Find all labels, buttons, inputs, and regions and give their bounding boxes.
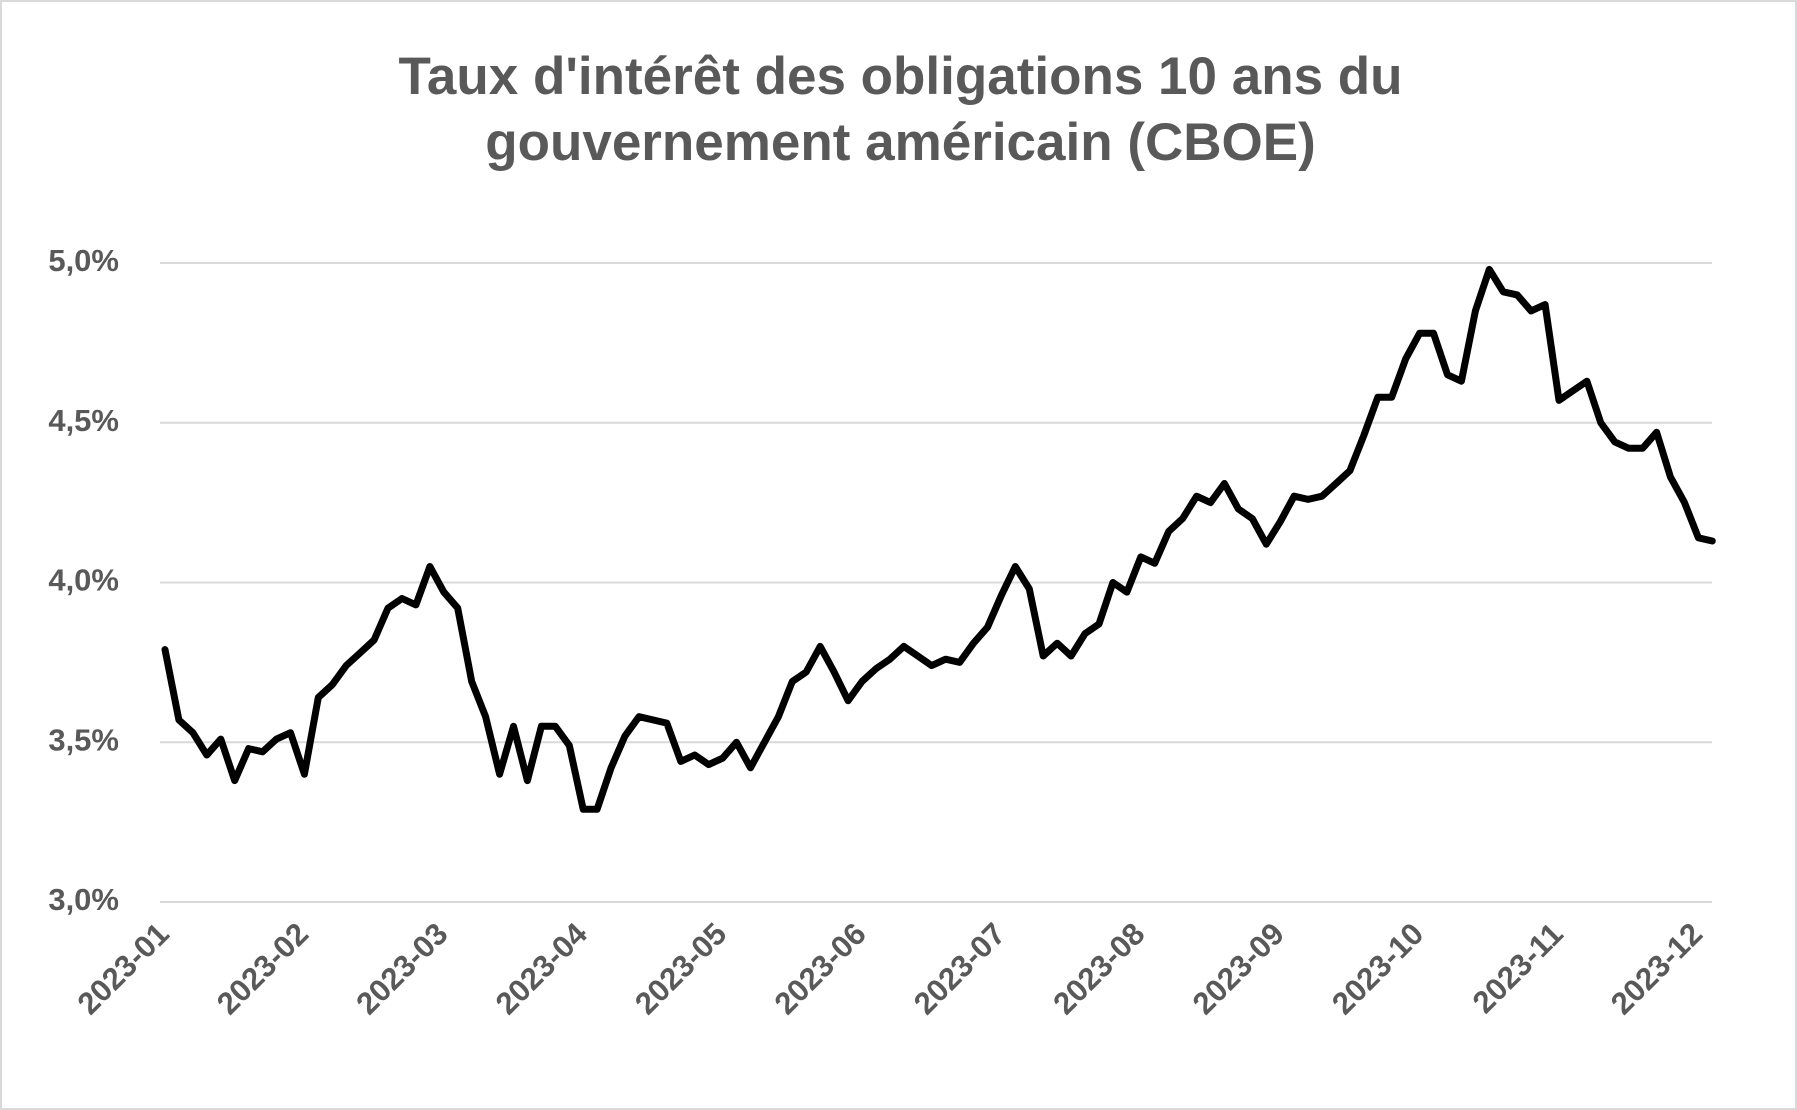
y-tick-label: 4,5% <box>48 403 119 438</box>
x-tick-label: 2023-11 <box>1466 916 1570 1020</box>
chart-title-box: Taux d'intérêt des obligations 10 ans du… <box>2 44 1795 176</box>
y-tick-label: 3,0% <box>48 882 119 917</box>
x-tick-label: 2023-08 <box>1046 916 1151 1021</box>
x-tick-label: 2023-01 <box>71 916 176 1021</box>
x-tick-label: 2023-02 <box>210 916 315 1021</box>
y-tick-label: 4,0% <box>48 563 119 598</box>
y-tick-label: 5,0% <box>48 243 119 278</box>
x-tick-label: 2023-12 <box>1604 916 1709 1021</box>
x-tick-label: 2023-04 <box>489 915 595 1021</box>
x-tick-label: 2023-07 <box>907 916 1012 1021</box>
x-tick-label: 2023-06 <box>768 916 873 1021</box>
chart-title: Taux d'intérêt des obligations 10 ans du… <box>398 47 1403 172</box>
data-line <box>161 265 1716 813</box>
x-tick-label: 2023-10 <box>1325 916 1430 1021</box>
x-tick-label: 2023-09 <box>1186 916 1291 1021</box>
y-tick-label: 3,5% <box>48 722 119 757</box>
x-tick-label: 2023-03 <box>349 916 454 1021</box>
x-tick-label: 2023-05 <box>628 916 733 1021</box>
